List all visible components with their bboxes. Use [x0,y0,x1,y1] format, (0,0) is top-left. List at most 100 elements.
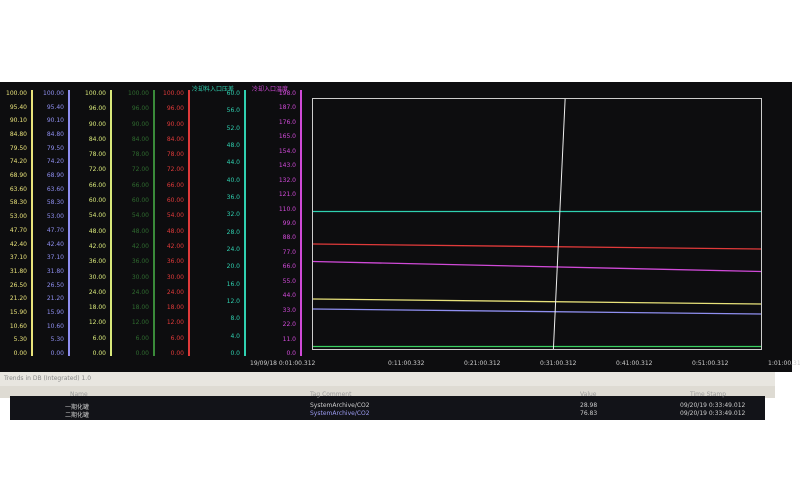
tick-label: 74.20 [9,158,27,166]
tick-label: 60.00 [88,197,106,205]
tick-label: 0.0 [230,350,240,357]
tick-label: 58.30 [9,199,27,207]
tick-label: 21.20 [46,295,64,303]
series-line-2 [313,260,761,273]
tick-label: 0.0 [286,350,296,357]
tick-label: 33.0 [282,306,296,314]
row-value: 28.98 [580,402,598,409]
tick-label: 84.00 [131,135,149,143]
tick-label: 54.00 [88,212,106,220]
tick-label: 31.80 [46,267,64,275]
tick-label: 24.00 [88,288,106,296]
tick-label: 60.0 [226,90,240,97]
time-tick: 0:51:00.312 [692,360,729,367]
tick-label: 15.90 [46,308,64,316]
tick-label: 36.00 [166,258,184,266]
tick-label: 53.00 [46,213,64,221]
tick-label: 68.90 [46,172,64,180]
tick-label: 26.50 [9,281,27,289]
trend-title-bar: Trends in DB (Integrated) 1.0 [0,372,775,386]
tick-label: 63.60 [9,185,27,193]
tick-label: 6.00 [135,334,149,342]
value-table: Name Tag Comment Value Time Stamp 一期化罐 S… [10,391,765,420]
time-tick: 0:31:00.312 [540,360,577,367]
tick-label: 96.00 [131,105,149,113]
tick-label: 96.00 [166,105,184,113]
tick-label: 90.00 [166,120,184,128]
scale-cyan: 60.0 56.0 52.0 48.0 44.0 40.0 36.0 32.0 28.0 24.0… [200,90,246,357]
tick-label: 4.0 [230,332,240,340]
tick-label: 0.00 [135,350,149,357]
tick-label: 90.10 [9,117,27,125]
tick-label: 32.0 [226,211,240,219]
tick-label: 36.00 [131,258,149,266]
tick-label: 100.00 [163,90,184,97]
row-time: 09/20/19 0:33:49.012 [680,402,746,409]
scale-col4: 100.00 96.00 90.00 84.00 78.00 72.00 66.00 60.0… [116,90,155,357]
col-header-name: Name [70,391,88,398]
row-name: 一期化罐 [65,404,90,411]
tick-label: 99.0 [282,220,296,227]
tick-label: 100.00 [43,90,64,97]
tick-label: 6.00 [170,334,184,342]
tick-label: 72.00 [88,166,106,174]
tick-label: 95.40 [46,103,64,111]
tick-label: 10.60 [9,322,27,330]
tick-label: 187.0 [278,104,296,112]
tick-label: 44.0 [282,292,296,300]
scale-col5: 100.00 96.00 90.00 84.00 78.00 72.00 66.00 60.0… [158,90,190,357]
time-cursor[interactable] [552,98,566,349]
tick-label: 47.70 [9,226,27,234]
time-tick: 0:11:00.332 [388,360,425,367]
table-row[interactable]: 二期化罐 SystemArchive/CO2 76.83 09/20/19 0:… [10,410,765,419]
tick-label: 66.0 [282,263,296,271]
scale-col1: 100.00 95.40 90.10 84.80 79.50 74.20 68.90 63.6… [0,90,33,357]
tick-label: 90.00 [131,120,149,128]
axis-line [31,90,33,356]
tick-label: 0.00 [50,350,64,357]
tick-label: 52.0 [226,124,240,132]
tick-label: 78.00 [131,151,149,159]
axis-line [68,90,70,356]
tick-label: 42.00 [88,242,106,250]
tick-label: 12.00 [131,319,149,327]
tick-label: 26.50 [46,281,64,289]
tick-label: 60.00 [166,197,184,205]
row-tag: SystemArchive/CO2 [310,402,370,409]
tick-label: 8.0 [230,315,240,323]
scale-col3: 100.00 96.00 90.00 84.00 78.00 72.00 66.00 60.0… [75,90,112,357]
tick-label: 132.0 [278,176,296,184]
table-row[interactable]: 一期化罐 SystemArchive/CO2 28.98 09/20/19 0:… [10,402,765,411]
tick-label: 72.00 [166,166,184,174]
row-tag: SystemArchive/CO2 [310,410,370,417]
tick-label: 0.00 [92,350,106,357]
tick-label: 12.00 [88,319,106,327]
axis-line [153,90,155,356]
axis-line [300,90,302,356]
tick-label: 10.60 [46,322,64,330]
tick-label: 68.90 [9,172,27,180]
tick-label: 100.00 [128,90,149,97]
tick-label: 44.0 [226,159,240,167]
tick-label: 66.00 [166,181,184,189]
tick-label: 77.0 [282,248,296,256]
tick-label: 36.00 [88,258,106,266]
tick-label: 54.00 [166,212,184,220]
tick-label: 121.0 [278,191,296,199]
tick-label: 88.0 [282,234,296,242]
tick-label: 84.80 [9,131,27,139]
toolbar [0,386,775,398]
tick-label: 36.0 [226,194,240,201]
series-line-4 [313,308,761,315]
tick-label: 84.00 [166,135,184,143]
tick-label: 78.00 [88,151,106,159]
tick-label: 48.0 [226,142,240,149]
trend-plot[interactable] [312,98,762,350]
tick-label: 154.0 [278,147,296,155]
tick-label: 66.00 [131,181,149,189]
tick-label: 79.50 [46,144,64,152]
axis-line [110,90,112,356]
tick-label: 30.00 [131,273,149,281]
trend-screen: 冷却料入口压差 冷却入口温度 100.00 95.40 90.10 84.80 79.5… [0,82,792,372]
col-header-tag: Tag Comment [310,391,352,398]
